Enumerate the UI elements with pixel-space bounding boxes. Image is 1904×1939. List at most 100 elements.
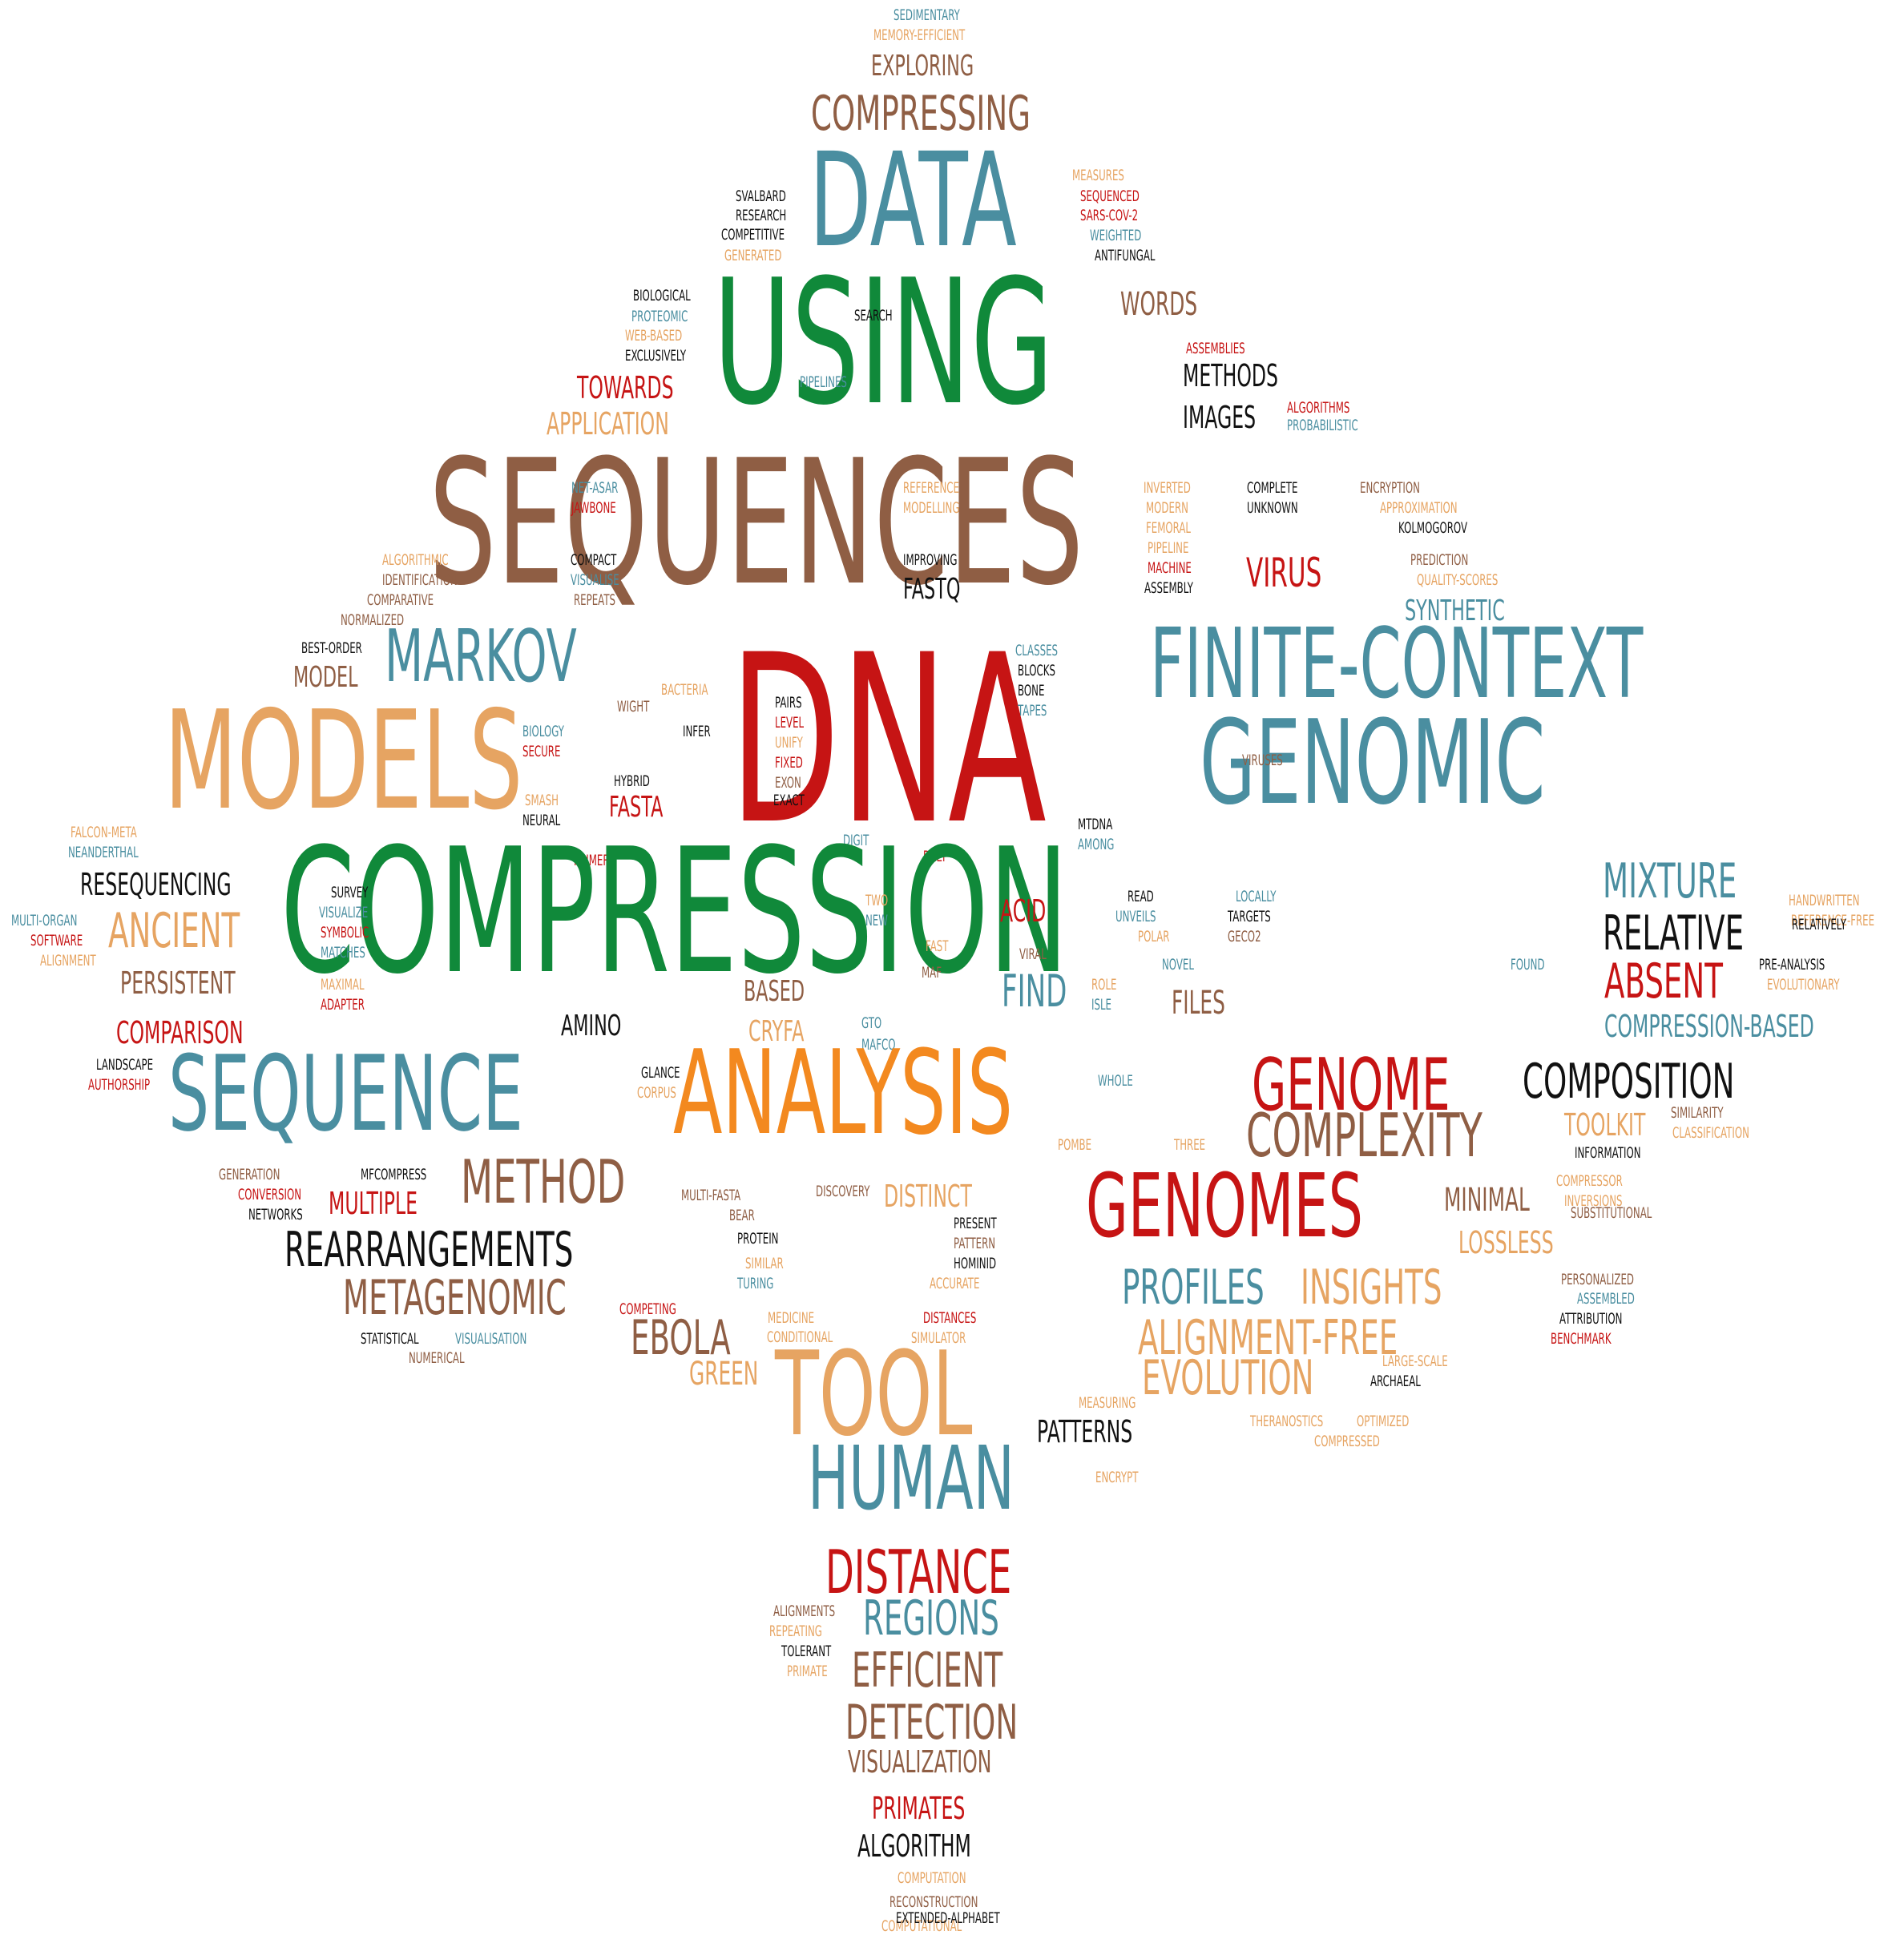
word-landscape: LANDSCAPE xyxy=(96,1056,154,1074)
word-inversions: INVERSIONS xyxy=(1564,1192,1623,1210)
word-theranostics: THERANOSTICS xyxy=(1250,1413,1324,1430)
word-visualise: VISUALISE xyxy=(571,571,619,589)
word-pombe: POMBE xyxy=(1058,1136,1092,1154)
word-conditional: CONDITIONAL xyxy=(767,1328,833,1346)
word-visualisation: VISUALISATION xyxy=(455,1330,527,1348)
word-unveils: UNVEILS xyxy=(1115,908,1156,925)
word-compressing: COMPRESSING xyxy=(811,86,1031,142)
word-large-scale: LARGE-SCALE xyxy=(1382,1352,1448,1370)
word-dna: DNA xyxy=(729,606,1047,876)
word-compression: COMPRESSION xyxy=(280,811,1069,1012)
word-reference: REFERENCE xyxy=(903,479,959,497)
word-exclusively: EXCLUSIVELY xyxy=(625,347,687,365)
word-search: SEARCH xyxy=(854,307,893,325)
word-personalized: PERSONALIZED xyxy=(1561,1271,1634,1288)
word-assembled: ASSEMBLED xyxy=(1577,1290,1635,1308)
word-pipeline: PIPELINE xyxy=(1148,539,1189,557)
word-geco2: GECO2 xyxy=(1228,928,1261,945)
word-acid: ACID xyxy=(1000,893,1047,929)
word-multi-fasta: MULTI-FASTA xyxy=(681,1187,741,1204)
word-tolerant: TOLERANT xyxy=(781,1643,832,1660)
word-algorithm: ALGORITHM xyxy=(857,1828,971,1864)
word-composition: COMPOSITION xyxy=(1523,1054,1735,1110)
word-whole: WHOLE xyxy=(1098,1072,1133,1090)
word-using: USING xyxy=(713,242,1054,443)
word-mafco: MAFCO xyxy=(861,1036,896,1054)
word-evolution: EVOLUTION xyxy=(1142,1350,1314,1406)
word-deep: DEEP xyxy=(923,848,949,865)
word-kolmogorov: KOLMOGOROV xyxy=(1398,519,1468,537)
word-sedimentary: SEDIMENTARY xyxy=(894,6,960,24)
word-wight: WIGHT xyxy=(617,698,650,716)
word-evolutionary: EVOLUTIONARY xyxy=(1767,976,1840,994)
word-sars-cov-2: SARS-COV-2 xyxy=(1080,207,1139,224)
word-antifungal: ANTIFUNGAL xyxy=(1095,247,1156,264)
word-among: AMONG xyxy=(1078,836,1115,853)
word-best-order: BEST-ORDER xyxy=(301,639,362,657)
word-images: IMAGES xyxy=(1183,400,1257,435)
word-lossless: LOSSLESS xyxy=(1458,1225,1554,1260)
word-encryption: ENCRYPTION xyxy=(1360,479,1420,497)
word-bone: BONE xyxy=(1018,682,1045,699)
word-relatively: RELATIVELY xyxy=(1792,916,1846,933)
word-accurate: ACCURATE xyxy=(930,1275,980,1292)
word-networks: NETWORKS xyxy=(248,1206,303,1223)
word-authorship: AUTHORSHIP xyxy=(88,1076,151,1094)
word-new: NEW xyxy=(865,912,888,929)
word-locally: LOCALLY xyxy=(1236,888,1277,905)
word-sequenced: SEQUENCED xyxy=(1080,187,1140,205)
word-ebola: EBOLA xyxy=(631,1310,731,1366)
word-neural: NEURAL xyxy=(522,812,561,829)
word-turing: TURING xyxy=(737,1275,774,1292)
word-corpus: CORPUS xyxy=(637,1084,676,1102)
word-alignment: ALIGNMENT xyxy=(40,952,96,970)
word-hybrid: HYBRID xyxy=(614,772,650,790)
word-survey: SURVEY xyxy=(331,884,369,901)
word-tapes: TAPES xyxy=(1018,702,1047,720)
word-polar: POLAR xyxy=(1138,928,1170,945)
word-generated: GENERATED xyxy=(724,247,782,264)
word-matches: MATCHES xyxy=(321,944,365,961)
word-finite-context: FINITE-CONTEXT xyxy=(1150,609,1644,720)
word-discovery: DISCOVERY xyxy=(816,1183,870,1200)
word-level: LEVEL xyxy=(775,714,805,732)
word-resequencing: RESEQUENCING xyxy=(80,867,232,902)
word-attribution: ATTRIBUTION xyxy=(1559,1310,1623,1328)
word-assembly: ASSEMBLY xyxy=(1144,579,1193,597)
word-two: TWO xyxy=(865,892,889,909)
word-multiple: MULTIPLE xyxy=(329,1186,418,1221)
word-repeats: REPEATS xyxy=(574,591,615,609)
word-tool: TOOL xyxy=(775,1327,973,1462)
word-archaeal: ARCHAEAL xyxy=(1370,1373,1421,1390)
word-absent: ABSENT xyxy=(1604,953,1723,1010)
word-medicine: MEDICINE xyxy=(768,1309,815,1327)
word-isle: ISLE xyxy=(1091,996,1111,1014)
word-modern: MODERN xyxy=(1146,499,1188,517)
word-green: GREEN xyxy=(689,1356,759,1393)
word-probabilistic: PROBABILISTIC xyxy=(1287,417,1358,434)
word-alignment-free: ALIGNMENT-FREE xyxy=(1138,1310,1398,1366)
word-mtdna: MTDNA xyxy=(1078,816,1113,833)
word-statistical: STATISTICAL xyxy=(361,1330,419,1348)
word-method: METHOD xyxy=(461,1147,626,1217)
word-infer: INFER xyxy=(683,723,711,740)
word-fasta: FASTA xyxy=(609,791,664,824)
word-software: SOFTWARE xyxy=(30,932,83,949)
word-information: INFORMATION xyxy=(1575,1144,1641,1162)
word-fastq: FASTQ xyxy=(903,573,961,606)
word-proteomic: PROTEOMIC xyxy=(631,308,688,325)
word-symbolic: SYMBOLIC xyxy=(321,924,369,941)
word-model: MODEL xyxy=(293,661,358,694)
word-measures: MEASURES xyxy=(1072,167,1124,184)
word-net-asar: NET-ASAR xyxy=(571,479,619,497)
word-sequence: SEQUENCE xyxy=(168,1033,523,1155)
word-similarity: SIMILARITY xyxy=(1671,1104,1724,1122)
word-comparison: COMPARISON xyxy=(116,1015,244,1050)
word-neanderthal: NEANDERTHAL xyxy=(68,844,139,861)
word-genome: GENOME xyxy=(1252,1043,1450,1127)
word-measuring: MEASURING xyxy=(1079,1394,1136,1412)
word-computation: COMPUTATION xyxy=(898,1869,966,1887)
word-regions: REGIONS xyxy=(863,1590,999,1647)
word-compressor: COMPRESSOR xyxy=(1556,1172,1623,1190)
